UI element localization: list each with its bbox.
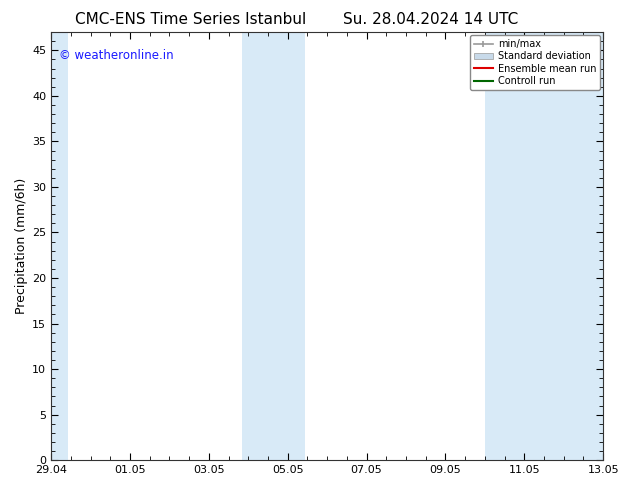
Bar [485,32,519,460]
Legend: min/max, Standard deviation, Ensemble mean run, Controll run: min/max, Standard deviation, Ensemble me… [470,35,600,90]
Bar [265,32,305,460]
Bar [242,32,265,460]
Bar [519,32,603,460]
Text: CMC-ENS Time Series Istanbul: CMC-ENS Time Series Istanbul [75,12,306,27]
Text: © weatheronline.in: © weatheronline.in [60,49,174,62]
Text: Su. 28.04.2024 14 UTC: Su. 28.04.2024 14 UTC [344,12,519,27]
Y-axis label: Precipitation (mm/6h): Precipitation (mm/6h) [15,178,28,314]
Bar [51,32,68,460]
